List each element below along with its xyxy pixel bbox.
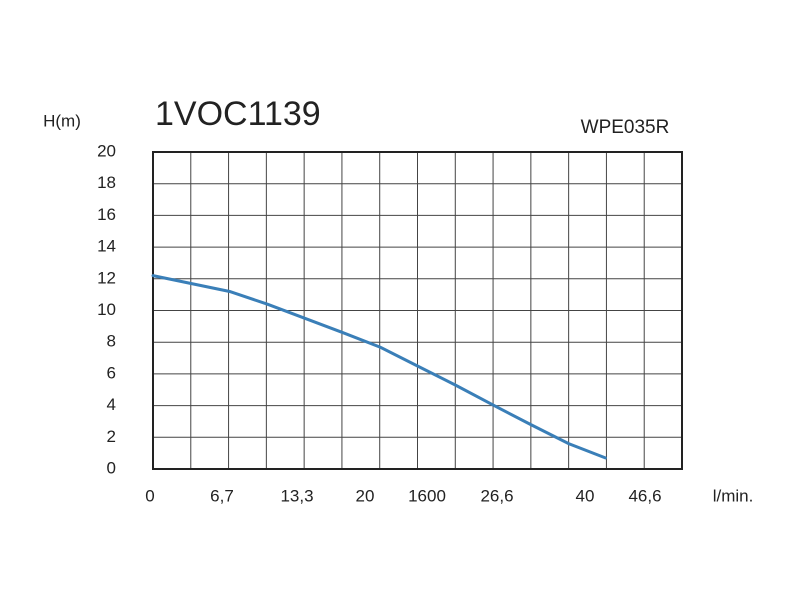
y-tick-label: 12 xyxy=(97,268,116,287)
y-tick-label: 6 xyxy=(107,363,116,382)
y-tick-label: 16 xyxy=(97,205,116,224)
chart-title: 1VOC1139 xyxy=(155,95,321,133)
y-tick-label: 18 xyxy=(97,173,116,192)
y-axis-label: H(m) xyxy=(43,111,81,130)
x-tick-label: 20 xyxy=(356,486,375,505)
y-tick-label: 4 xyxy=(107,395,116,414)
x-tick-label: 46,6 xyxy=(628,486,661,505)
y-tick-label: 2 xyxy=(107,427,116,446)
x-tick-label: 40 xyxy=(576,486,595,505)
x-tick-label: 13,3 xyxy=(280,486,313,505)
x-tick-label: 1600 xyxy=(408,486,446,505)
plot-frame xyxy=(152,151,683,470)
chart-subtitle: WPE035R xyxy=(581,117,670,138)
y-tick-label: 20 xyxy=(97,141,116,160)
x-tick-label: 0 xyxy=(145,486,154,505)
x-axis-label: l/min. xyxy=(713,486,754,505)
y-tick-label: 10 xyxy=(97,300,116,319)
x-tick-label: 26,6 xyxy=(480,486,513,505)
y-tick-label: 8 xyxy=(107,332,116,351)
curve xyxy=(151,274,607,460)
x-tick-label: 6,7 xyxy=(210,486,234,505)
y-tick-label: 0 xyxy=(107,458,116,477)
y-tick-label: 14 xyxy=(97,237,116,256)
